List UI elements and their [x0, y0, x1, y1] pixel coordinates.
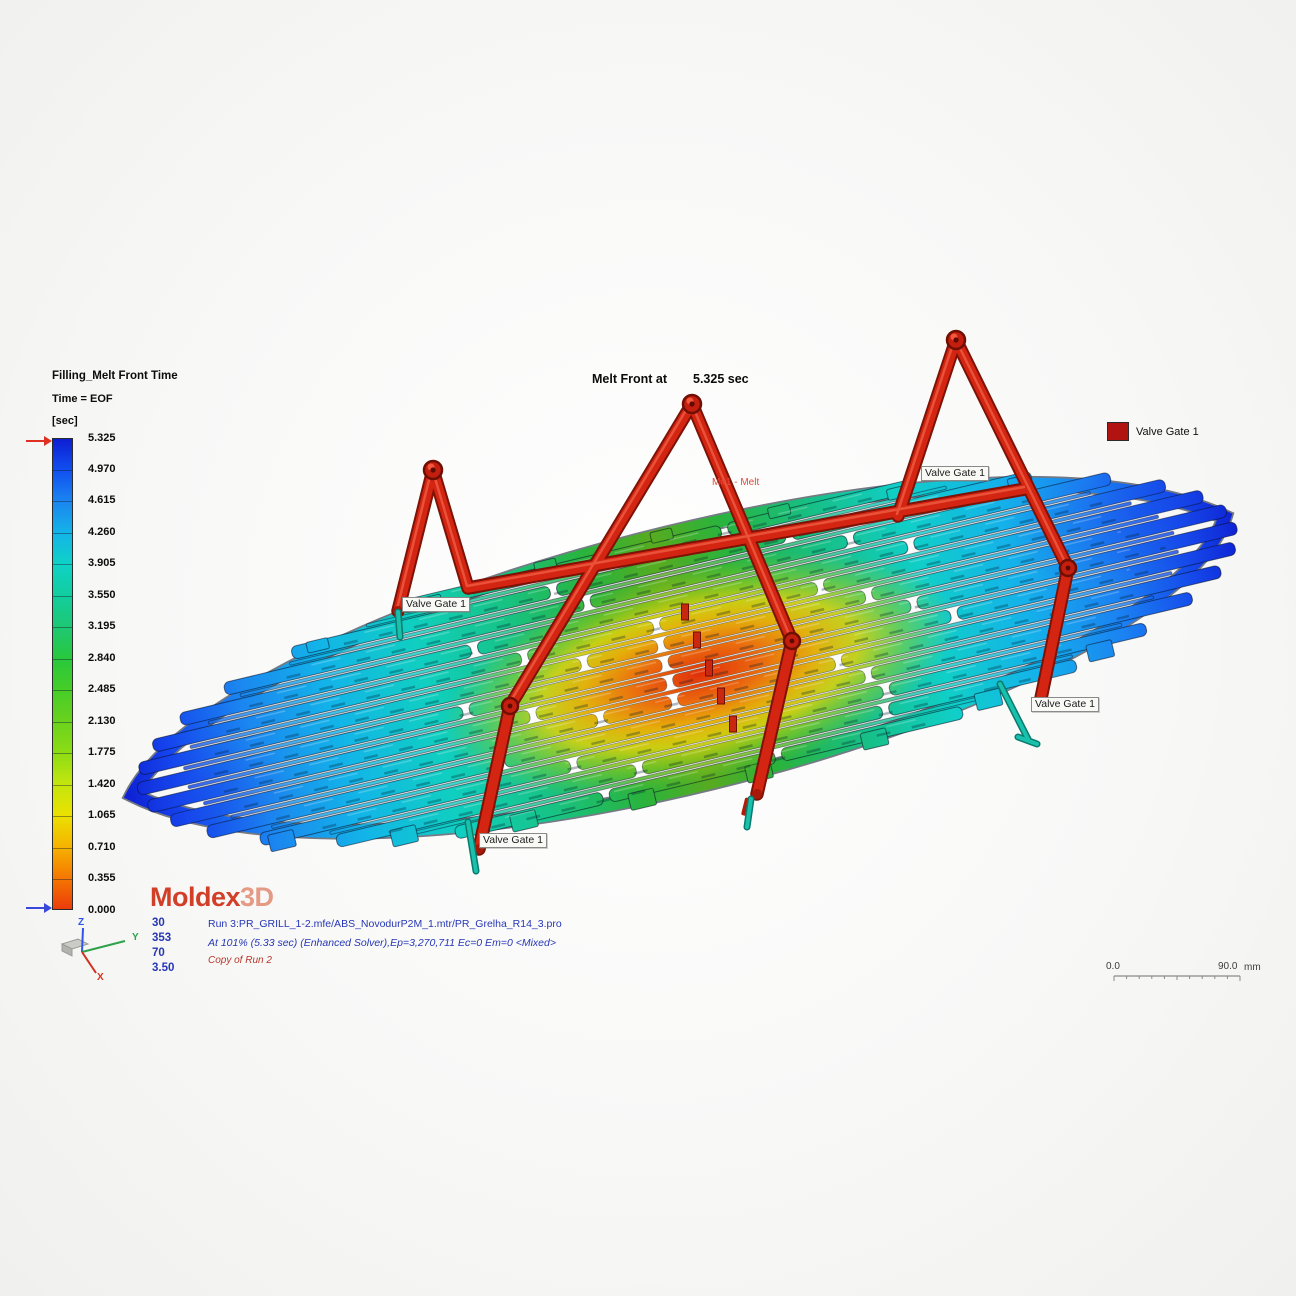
y-axis-label: Y — [132, 932, 139, 943]
colorbar-tick-line — [53, 816, 72, 818]
colorbar — [52, 438, 73, 910]
colorbar-tick-line — [53, 879, 72, 881]
colorbar-tick-label: 0.710 — [88, 840, 116, 853]
scalebar-unit: mm — [1244, 962, 1261, 973]
colorbar-tick-line — [53, 721, 72, 723]
footer-number: 3.50 — [152, 962, 175, 974]
run-info-line: Run 3:PR_GRILL_1-2.mfe/ABS_NovodurP2M_1.… — [208, 918, 562, 930]
colorbar-max-arrow-icon — [26, 436, 52, 446]
colorbar-tick-label: 1.775 — [88, 746, 116, 759]
colorbar-tick-line — [53, 753, 72, 755]
colorbar-tick-label: 1.420 — [88, 777, 116, 790]
result-unit: [sec] — [52, 415, 78, 427]
colorbar-tick-line — [53, 532, 72, 534]
runner-joint-balls — [422, 329, 1078, 716]
colorbar-tick-label: 2.130 — [88, 714, 116, 727]
colorbar-tick-label: 0.355 — [88, 872, 116, 885]
slat-texture-lines — [214, 489, 1166, 834]
colorbar-tick-line — [53, 784, 72, 786]
footer-parameter-column: 30 353 70 3.50 — [152, 916, 174, 976]
colorbar-tick-line — [53, 690, 72, 692]
colorbar-tick-line — [53, 469, 72, 471]
valve-gate-pins — [394, 608, 1041, 875]
melt-front-value: 5.325 sec — [693, 372, 749, 386]
gate-tag: Valve Gate 1 — [1031, 697, 1099, 712]
colorbar-tick-label: 3.195 — [88, 620, 116, 633]
y-axis-line — [81, 940, 126, 953]
melt-front-readout: Melt Front at 5.325 sec — [592, 372, 749, 386]
melt-entrance-pins — [681, 603, 737, 733]
colorbar-tick-label: 2.840 — [88, 651, 116, 664]
triad-origin-box-front — [61, 943, 73, 957]
moldex3d-logo: Moldex3D — [150, 882, 274, 913]
colorbar-min-arrow-icon — [26, 903, 52, 913]
colorbar-tick-label: 4.260 — [88, 525, 116, 538]
colorbar-tick-label: 0.000 — [88, 903, 116, 916]
scalebar-end-value: 90.0 — [1218, 961, 1238, 972]
colorbar-tick-label: 4.615 — [88, 494, 116, 507]
colorbar-tick-label: 3.905 — [88, 557, 116, 570]
result-title: Filling_Melt Front Time — [52, 370, 178, 382]
valve-gate-legend-label: Valve Gate 1 — [1136, 425, 1199, 438]
gate-tag: Valve Gate 1 — [402, 597, 470, 612]
colorbar-tick-label: 2.485 — [88, 683, 116, 696]
gate-tag: Valve Gate 1 — [921, 466, 989, 481]
colorbar-tick-label: 3.550 — [88, 588, 116, 601]
footer-number: 353 — [152, 932, 172, 944]
logo-part1: Moldex — [150, 882, 241, 912]
footer-number: 30 — [152, 917, 165, 929]
colorbar-tick-label: 5.325 — [88, 431, 116, 444]
colorbar-tick-line — [53, 595, 72, 597]
x-axis-label: X — [97, 972, 104, 983]
colorbar-tick-line — [53, 564, 72, 566]
colorbar-tick-line — [53, 627, 72, 629]
melt-front-label: Melt Front at — [592, 372, 667, 386]
logo-part2: 3D — [240, 882, 274, 912]
melt-entrance-label: M#1 - Melt — [712, 477, 760, 488]
z-axis-line — [81, 927, 84, 953]
runner-rod-highlights — [395, 336, 1069, 706]
run-copy-note: Copy of Run 2 — [208, 955, 272, 966]
scalebar-ruler — [1113, 975, 1241, 981]
gate-tag: Valve Gate 1 — [479, 833, 547, 848]
z-axis-label: Z — [78, 917, 85, 928]
colorbar-tick-line — [53, 658, 72, 660]
x-axis-line — [81, 951, 97, 974]
valve-gate-legend: Valve Gate 1 — [1107, 422, 1199, 441]
valve-gate-swatch-icon — [1107, 422, 1129, 441]
result-subtitle: Time = EOF — [52, 393, 113, 405]
grill-part-model — [121, 470, 1239, 852]
colorbar-tick-label: 1.065 — [88, 809, 116, 822]
scalebar-start-value: 0.0 — [1106, 961, 1120, 972]
solver-status-line: At 101% (5.33 sec) (Enhanced Solver),Ep=… — [208, 937, 556, 949]
colorbar-tick-line — [53, 847, 72, 849]
colorbar-tick-line — [53, 501, 72, 503]
footer-number: 70 — [152, 947, 165, 959]
axis-triad — [60, 927, 126, 974]
colorbar-tick-label: 4.970 — [88, 462, 116, 475]
